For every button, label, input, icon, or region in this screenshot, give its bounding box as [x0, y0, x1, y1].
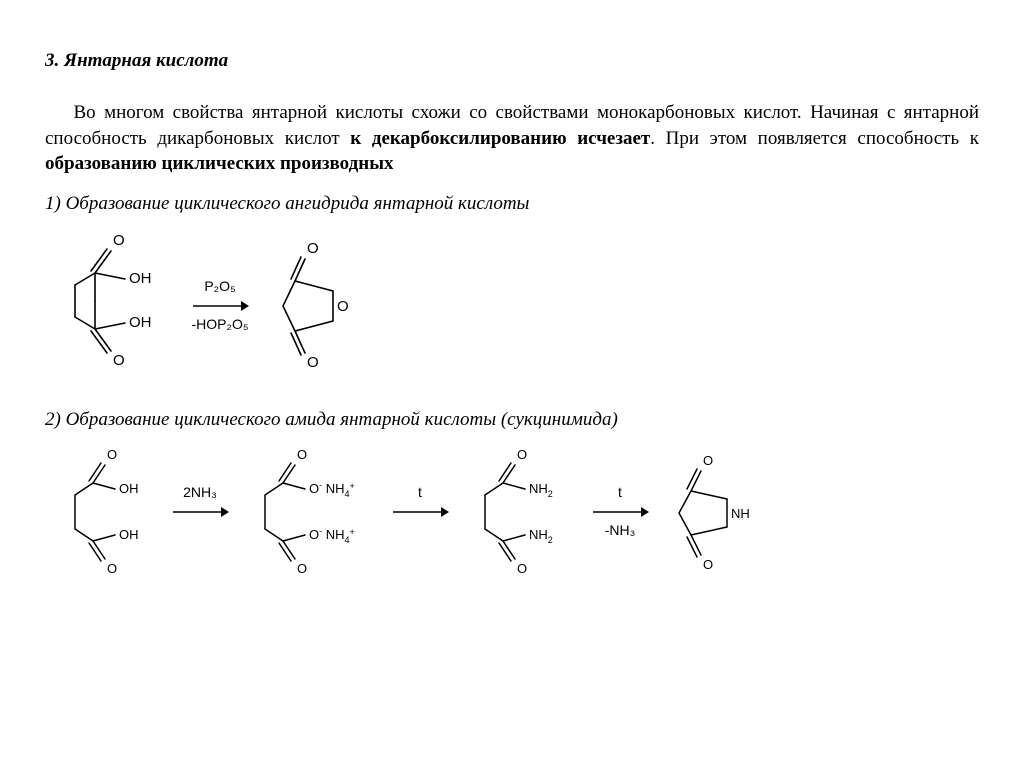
caption-2: 2) Образование циклического амида янтарн…: [45, 409, 979, 431]
arrow-svg: [191, 298, 249, 314]
svg-text:NH: NH: [731, 506, 750, 521]
mol2-succinamide: O NH2 NH2 O: [455, 437, 585, 587]
svg-text:O: O: [113, 232, 125, 249]
svg-text:O- NH4+: O- NH4+: [309, 480, 355, 499]
caption-1: 1) Образование циклического ангидрида ян…: [45, 193, 979, 215]
arrow-2c-top: t: [618, 484, 622, 502]
svg-text:O: O: [297, 561, 307, 576]
svg-text:O: O: [703, 453, 713, 468]
arrow-1-bot: -HOP₂O₅: [192, 316, 249, 334]
svg-text:O: O: [107, 561, 117, 576]
scheme-1: O OH OH O P₂O₅ -HOP₂O₅: [45, 221, 979, 391]
svg-text:O: O: [107, 447, 117, 462]
arrow-2a-top: 2NH₃: [183, 484, 217, 502]
mol-succinic-anhydride: O O O: [255, 221, 385, 391]
svg-text:O: O: [307, 240, 319, 257]
section-title: 3. Янтарная кислота: [45, 50, 979, 72]
arrow-1: P₂O₅ -HOP₂O₅: [185, 278, 255, 334]
svg-text:O: O: [113, 352, 125, 369]
mol-succinic-acid: O OH OH O: [45, 221, 185, 391]
svg-text:O: O: [703, 557, 713, 572]
svg-text:NH2: NH2: [529, 527, 553, 545]
arrow-2c: t -NH₃: [585, 484, 655, 540]
arrow-2a: 2NH₃: [165, 484, 235, 540]
body-paragraph: Во многом свойства янтарной кислоты схож…: [45, 100, 979, 177]
svg-text:O- NH4+: O- NH4+: [309, 526, 355, 545]
svg-text:O: O: [337, 298, 349, 315]
svg-text:OH: OH: [129, 270, 152, 287]
svg-text:O: O: [517, 447, 527, 462]
svg-text:O: O: [297, 447, 307, 462]
arrow-2b-top: t: [418, 484, 422, 502]
svg-text:O: O: [517, 561, 527, 576]
svg-text:OH: OH: [129, 314, 152, 331]
arrow-2c-bot: -NH₃: [605, 522, 636, 540]
svg-text:O: O: [307, 354, 319, 371]
mol2-ammonium-salt: O O- NH4+ O- NH4+ O: [235, 437, 385, 587]
svg-text:NH2: NH2: [529, 481, 553, 499]
svg-text:OH: OH: [119, 527, 139, 542]
mol2-succinimide: NH O O: [655, 437, 775, 587]
scheme-2: O OH OH O 2NH₃: [45, 437, 979, 587]
mol2-succinic-acid: O OH OH O: [45, 437, 165, 587]
arrow-1-top: P₂O₅: [204, 278, 235, 296]
svg-text:OH: OH: [119, 481, 139, 496]
arrow-2b: t: [385, 484, 455, 540]
